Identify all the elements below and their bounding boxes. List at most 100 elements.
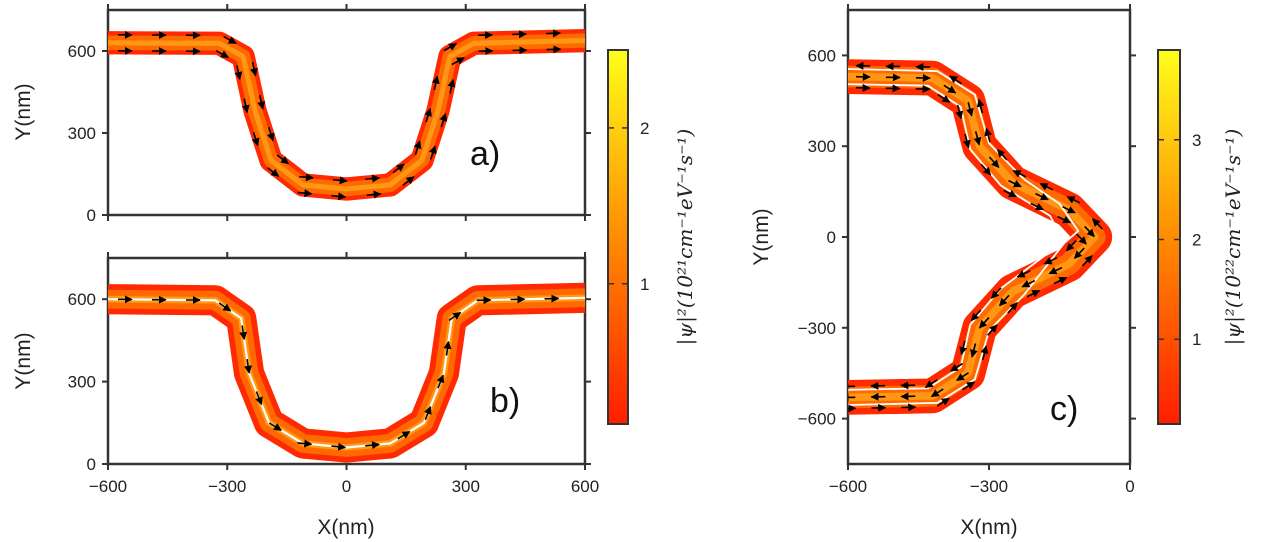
current-arrow	[988, 156, 1000, 168]
panel-b: b) Y(nm) 0 300 600 −600 −300 0 300 600 X(nm)	[12, 252, 599, 539]
current-arrow	[999, 294, 1010, 307]
current-arrow	[215, 49, 230, 59]
x-tick-label: 600	[571, 477, 599, 496]
panel-b-yticks: 0 300 600	[68, 290, 591, 474]
colorbar-tick-label: 2	[1192, 230, 1201, 249]
y-tick-label: 600	[808, 46, 836, 65]
current-arrow	[257, 95, 266, 110]
colorbar-c-ticks: 1 2 3	[1158, 131, 1201, 349]
current-arrow	[424, 108, 432, 123]
panel-c-label: c)	[1050, 390, 1078, 428]
current-arrow	[1062, 205, 1076, 214]
panel-a-yticks: 0 300 600	[68, 4, 591, 225]
current-arrow	[1039, 182, 1054, 191]
current-arrow	[980, 345, 989, 360]
current-arrow	[1035, 192, 1049, 201]
current-arrow	[447, 78, 456, 94]
panel-c-yticks: −600 −300 0 300 600	[798, 46, 1136, 429]
current-arrow	[1066, 240, 1077, 252]
current-arrow	[976, 98, 985, 114]
colorbar-c: 1 2 3 |ψ|²(10²²cm⁻¹eV⁻¹s⁻¹)	[1157, 49, 1246, 425]
current-arrow	[1066, 196, 1081, 204]
current-arrow	[966, 102, 974, 117]
current-arrow	[299, 173, 314, 182]
panel-c-xlabel: X(nm)	[960, 516, 1017, 539]
panel-c: c) Y(nm) −600 −300 0 300 600 −600 −300 0 X(nm)	[750, 4, 1136, 539]
current-arrow	[955, 104, 964, 120]
current-arrow	[297, 439, 313, 448]
current-arrow	[1008, 179, 1022, 188]
current-arrow	[241, 98, 250, 114]
x-tick-label: 0	[1125, 477, 1134, 496]
current-arrow	[969, 343, 978, 358]
current-arrow	[987, 324, 998, 336]
current-arrow	[937, 93, 951, 103]
current-arrow	[924, 379, 938, 389]
current-arrow	[1076, 233, 1087, 245]
current-arrow	[365, 174, 381, 183]
current-arrow	[402, 176, 415, 186]
panel-band-gap	[848, 68, 1080, 406]
current-arrow	[970, 309, 982, 322]
current-arrow	[223, 35, 237, 45]
current-arrow	[1053, 276, 1068, 285]
current-arrow	[980, 163, 992, 176]
current-arrow	[266, 127, 275, 142]
current-arrow	[1048, 266, 1063, 275]
x-tick-label: −300	[208, 477, 246, 496]
current-arrow	[397, 430, 411, 440]
current-arrow	[1021, 279, 1036, 288]
panel-b-xlabel: X(nm)	[317, 516, 374, 539]
panel-b-xticks: −600 −300 0 300 600	[89, 252, 599, 496]
current-arrow	[1057, 215, 1072, 224]
current-arrow	[428, 145, 437, 160]
current-arrow	[436, 374, 445, 389]
y-tick-label: 300	[68, 373, 96, 392]
y-tick-label: 300	[68, 124, 96, 143]
current-arrow	[1092, 218, 1103, 230]
panel-c-current-arrows	[848, 61, 1103, 413]
current-arrow	[424, 405, 432, 420]
current-arrow	[962, 381, 976, 391]
current-arrow	[276, 154, 290, 165]
current-arrow	[297, 189, 313, 198]
current-arrow	[1012, 169, 1027, 178]
panel-a-ylabel: Y(nm)	[12, 83, 35, 140]
current-arrow	[1073, 247, 1085, 259]
colorbar-ab: 12 |ψ|²(10²¹cm⁻¹eV⁻¹s⁻¹)	[607, 49, 698, 425]
current-arrow	[978, 317, 990, 329]
panel-a-current-arrows	[117, 29, 562, 201]
current-arrow	[451, 56, 465, 66]
colorbar-ab-bar	[607, 49, 629, 425]
current-arrow	[1003, 189, 1018, 198]
current-arrow	[218, 302, 232, 312]
panel-b-ylabel: Y(nm)	[12, 332, 35, 389]
panel-a-label: a)	[470, 135, 500, 173]
panel-a: a) Y(nm) 0 300 600	[12, 4, 591, 225]
colorbar-ab-ticks: 12	[608, 119, 649, 294]
current-arrow	[366, 190, 382, 199]
current-arrow	[1084, 225, 1095, 238]
colorbar-tick-label: 3	[1192, 131, 1201, 150]
current-arrow	[1030, 202, 1045, 211]
current-arrow	[956, 372, 969, 382]
y-tick-label: 0	[827, 228, 836, 247]
current-arrow	[996, 149, 1008, 161]
y-tick-label: 0	[87, 455, 96, 474]
current-arrow	[365, 441, 380, 450]
current-arrow	[331, 442, 347, 451]
x-tick-label: 0	[342, 477, 351, 496]
current-arrow	[443, 43, 458, 52]
y-tick-label: 300	[808, 137, 836, 156]
current-arrow	[431, 75, 440, 91]
y-tick-label: 600	[68, 42, 96, 61]
y-tick-label: −300	[798, 319, 836, 338]
current-arrow	[255, 391, 263, 406]
current-arrow	[413, 140, 422, 155]
current-arrow	[1016, 270, 1031, 278]
current-arrow	[439, 112, 448, 128]
current-arrow	[990, 287, 1002, 299]
panel-b-current-arrows	[117, 294, 560, 451]
x-tick-label: 300	[452, 477, 480, 496]
current-arrow	[448, 311, 462, 322]
